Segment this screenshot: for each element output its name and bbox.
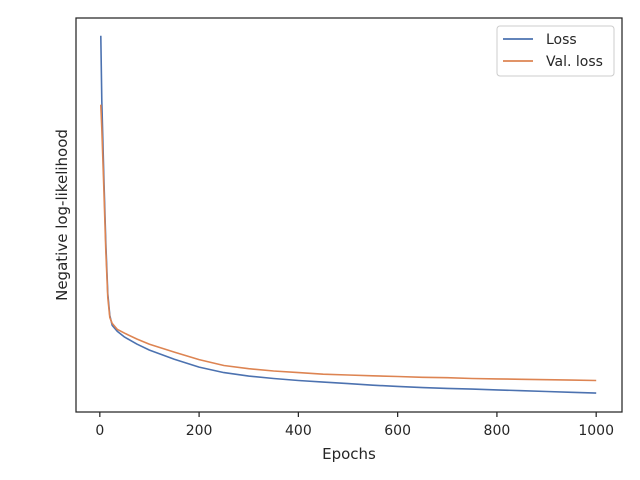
legend: Loss Val. loss xyxy=(496,25,615,77)
legend-label: Val. loss xyxy=(546,54,603,70)
plot-area xyxy=(75,17,623,413)
legend-label: Loss xyxy=(546,32,577,48)
series-line-loss xyxy=(100,35,597,394)
series-lines xyxy=(100,35,597,394)
plot-frame xyxy=(75,17,623,413)
y-axis-label: Negative log-likelihood xyxy=(53,129,71,301)
x-axis-ticks: 0 200 400 600 800 1000 xyxy=(95,412,614,439)
x-tick-label: 400 xyxy=(285,423,312,439)
x-axis-label: Epochs xyxy=(322,445,376,463)
x-tick-label: 1000 xyxy=(578,423,614,439)
x-tick-label: 600 xyxy=(384,423,411,439)
x-tick-label: 800 xyxy=(484,423,511,439)
x-tick-label: 0 xyxy=(95,423,104,439)
series-line-val-loss xyxy=(100,104,597,382)
x-tick-label: 200 xyxy=(186,423,213,439)
